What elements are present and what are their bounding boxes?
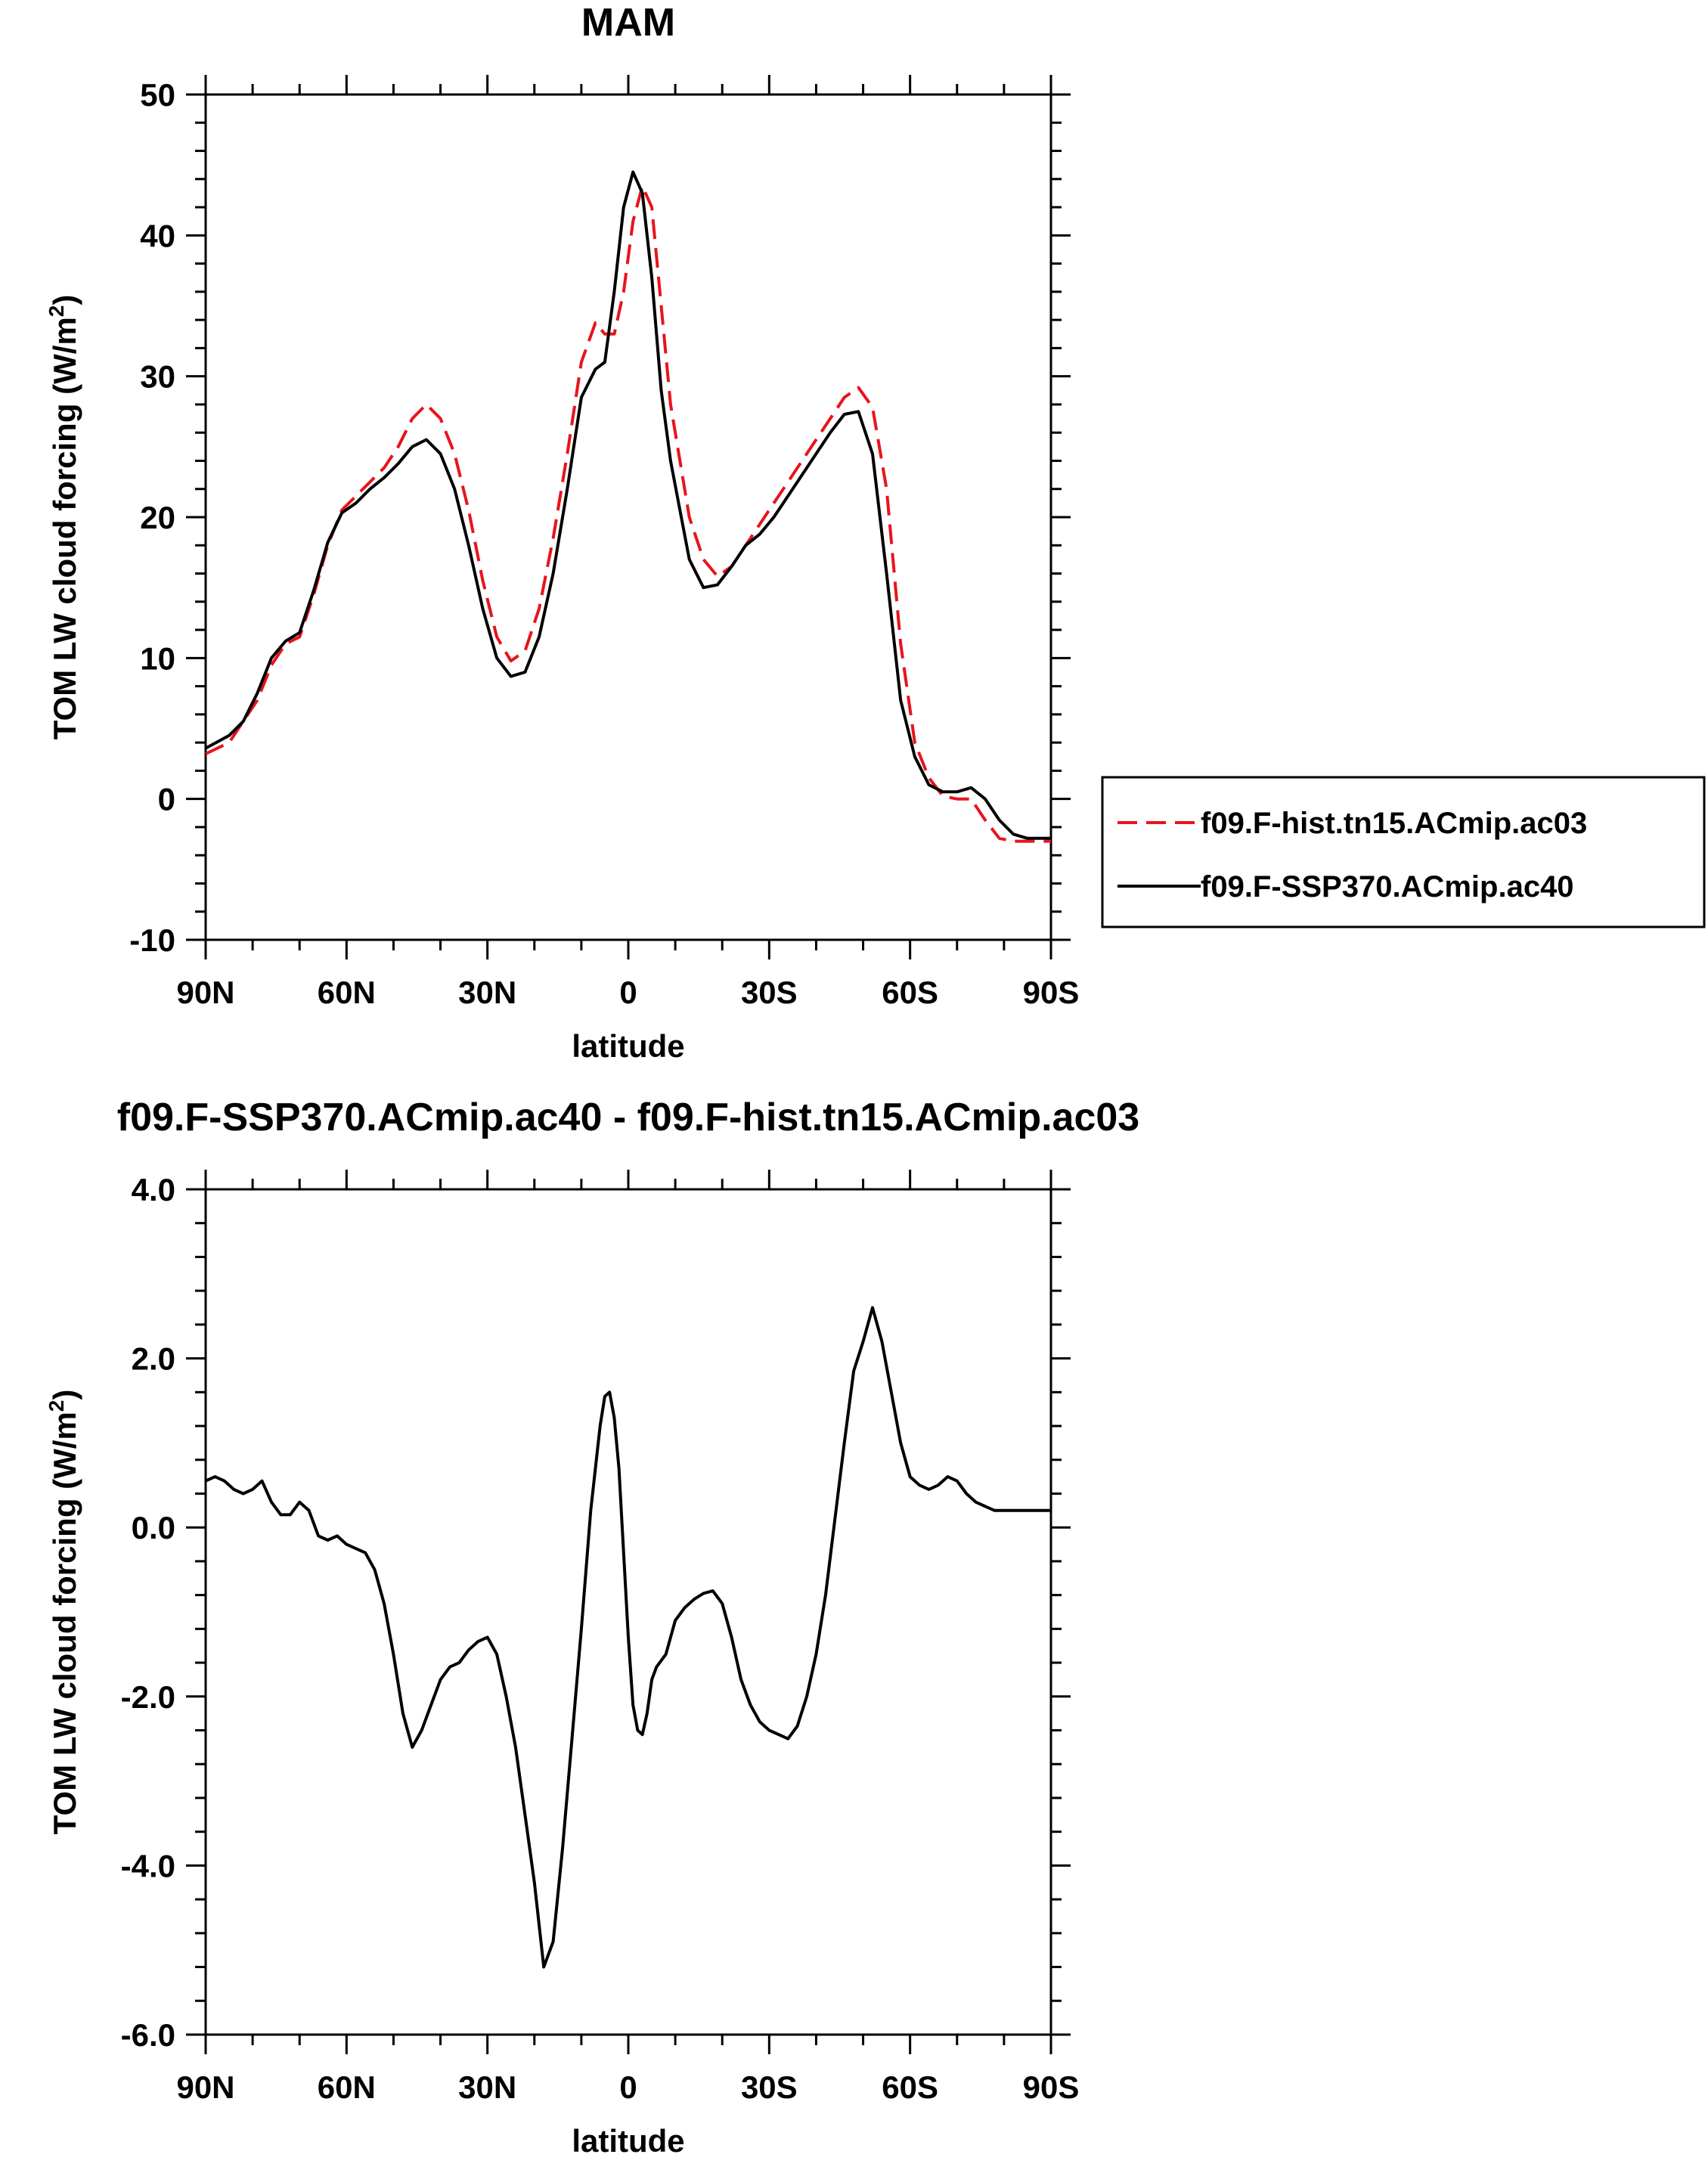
x-tick-label: 30N	[458, 975, 516, 1010]
y-axis-label-superscript: 2	[45, 305, 68, 318]
y-tick-label: -10	[129, 922, 175, 958]
y-tick-label: 10	[140, 640, 175, 676]
legend-label-2: f09.F-SSP370.ACmip.ac40	[1201, 870, 1574, 904]
y-axis-label-main: TOM LW cloud forcing (W/m	[47, 317, 82, 739]
x-tick-label: 60S	[882, 2069, 938, 2105]
x-tick-label: 30S	[741, 975, 798, 1010]
y-tick-label: 50	[140, 77, 175, 113]
x-tick-label: 90N	[176, 975, 234, 1010]
x-tick-label: 30N	[458, 2069, 516, 2105]
y-axis-label-superscript: 2	[45, 1400, 68, 1412]
chart-top-panel: MAM 90N 60N 30N 0 30S 60S 90S -10 0 10 20 30 40 50 lati…	[45, 1, 1706, 1064]
x-axis-label: latitude	[572, 2123, 684, 2159]
x-tick-label: 0	[619, 2069, 637, 2105]
x-tick-label: 0	[619, 975, 637, 1010]
x-tick-label: 30S	[741, 2069, 798, 2105]
legend-label-1: f09.F-hist.tn15.ACmip.ac03	[1201, 807, 1587, 840]
y-axis-label: TOM LW cloud forcing (W/m2)	[45, 295, 82, 740]
chart-bottom-panel: f09.F-SSP370.ACmip.ac40 - f09.F-hist.tn1…	[45, 1096, 1139, 2159]
x-tick-label: 60N	[318, 975, 376, 1010]
y-tick-label: 0.0	[132, 1510, 175, 1545]
y-tick-label: 40	[140, 218, 175, 253]
plot-frame	[204, 93, 1052, 941]
series-line-2	[205, 170, 1051, 840]
y-tick-label: -4.0	[121, 1848, 175, 1883]
y-tick-label: 0	[158, 782, 175, 817]
y-tick-label: 2.0	[132, 1341, 175, 1377]
y-tick-label: 20	[140, 500, 175, 535]
x-tick-label: 60N	[318, 2069, 376, 2105]
y-axis-label-tail: )	[47, 1390, 82, 1400]
x-axis-label: latitude	[572, 1028, 684, 1064]
chart-title: f09.F-SSP370.ACmip.ac40 - f09.F-hist.tn1…	[117, 1096, 1139, 1139]
y-axis-label: TOM LW cloud forcing (W/m2)	[45, 1390, 82, 1835]
series-line-1	[205, 1306, 1051, 1969]
y-tick-label: -6.0	[121, 2017, 175, 2053]
series-line-1	[205, 184, 1051, 843]
y-axis-label-tail: )	[47, 295, 82, 305]
y-tick-label: 4.0	[132, 1172, 175, 1207]
x-tick-label: 90S	[1023, 2069, 1080, 2105]
x-tick-label: 90S	[1023, 975, 1080, 1010]
legend-box	[1101, 776, 1706, 928]
x-tick-label: 90N	[176, 2069, 234, 2105]
chart-title: MAM	[581, 1, 675, 45]
x-tick-label: 60S	[882, 975, 938, 1010]
y-axis-label-main: TOM LW cloud forcing (W/m	[47, 1412, 82, 1834]
y-tick-label: 30	[140, 359, 175, 395]
y-tick-label: -2.0	[121, 1679, 175, 1715]
